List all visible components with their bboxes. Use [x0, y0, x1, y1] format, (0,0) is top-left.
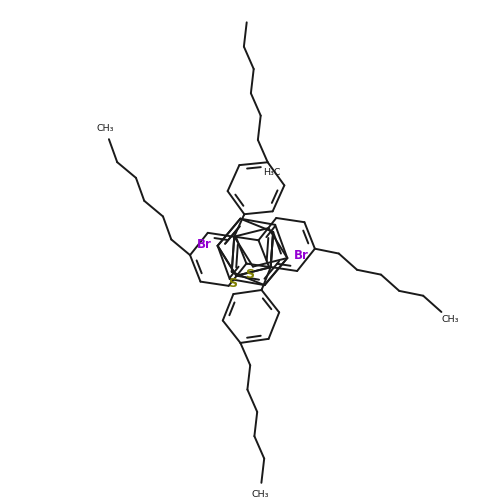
Text: CH₃: CH₃	[96, 124, 114, 132]
Text: CH₃: CH₃	[252, 490, 269, 499]
Text: S: S	[245, 268, 254, 281]
Text: Br: Br	[294, 250, 308, 262]
Text: S: S	[228, 278, 237, 290]
Text: CH₃: CH₃	[442, 316, 459, 324]
Text: H₃C: H₃C	[264, 168, 281, 176]
Text: Br: Br	[196, 238, 212, 252]
